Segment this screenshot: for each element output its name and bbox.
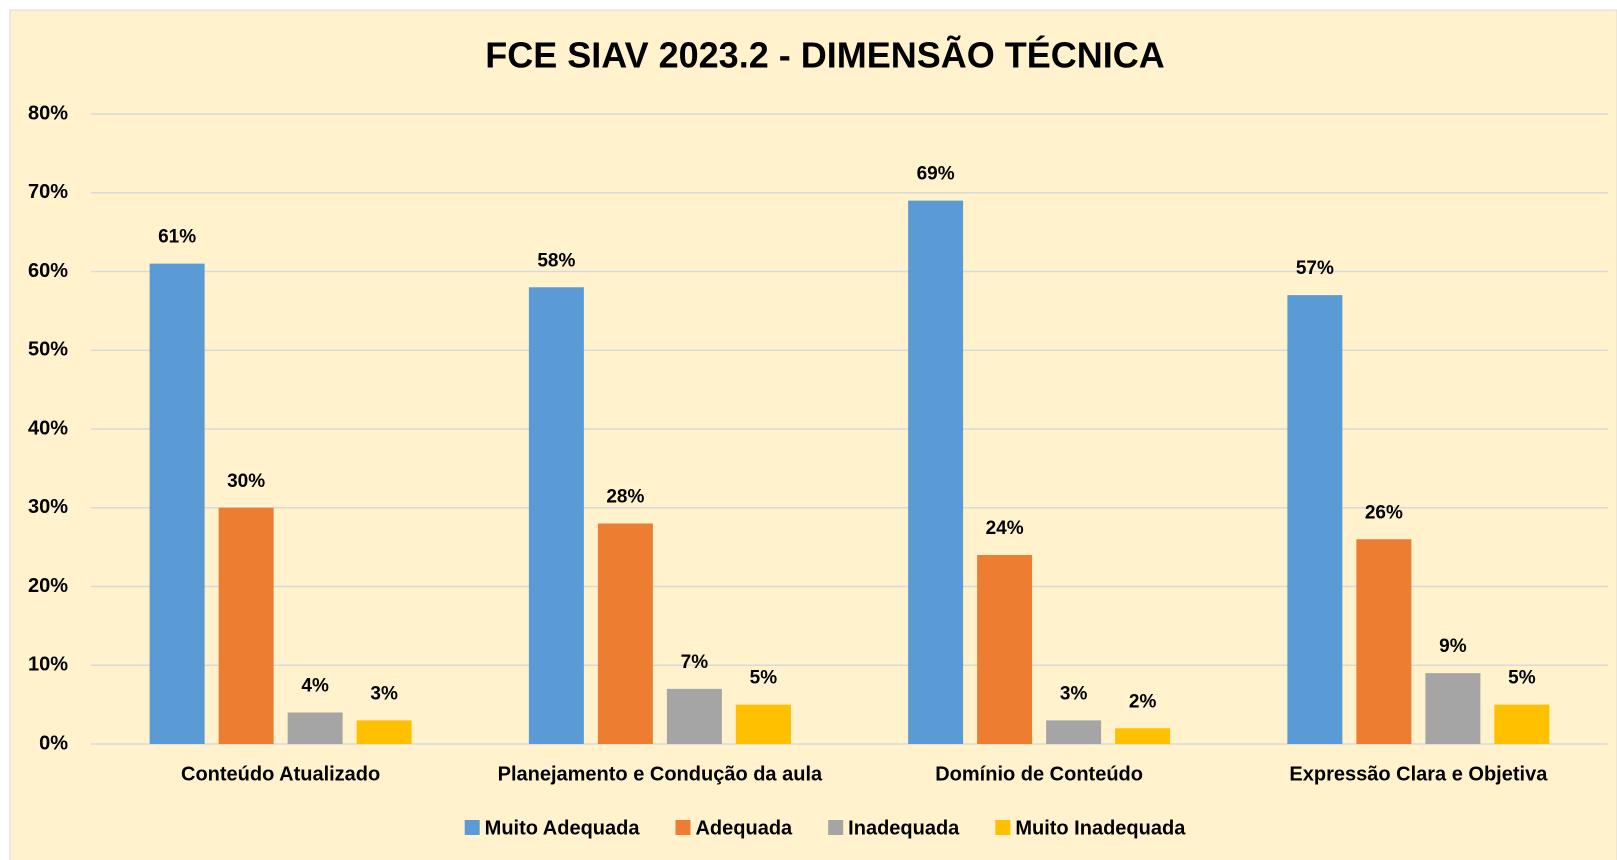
bar <box>597 523 653 744</box>
bar <box>1046 720 1102 744</box>
legend-swatch <box>995 820 1011 835</box>
value-label: 24% <box>986 518 1024 539</box>
legend-swatch <box>464 820 480 835</box>
value-label: 69% <box>917 164 955 185</box>
value-label: 28% <box>606 487 644 508</box>
chart-title: FCE SIAV 2023.2 - DIMENSÃO TÉCNICA <box>485 34 1164 76</box>
value-label: 57% <box>1296 258 1334 279</box>
bar <box>1425 673 1481 744</box>
legend-swatch <box>828 820 844 835</box>
bar <box>356 720 412 744</box>
value-label: 5% <box>750 668 778 689</box>
x-tick-label: Planejamento e Condução da aula <box>498 763 823 785</box>
value-label: 9% <box>1439 636 1467 657</box>
legend-label: Muito Adequada <box>485 817 641 839</box>
value-label: 2% <box>1129 691 1157 712</box>
bar <box>735 704 791 744</box>
bar <box>528 287 584 744</box>
bar <box>149 263 205 744</box>
value-label: 26% <box>1365 502 1403 523</box>
value-label: 4% <box>301 676 329 697</box>
bar <box>1115 728 1171 744</box>
y-tick-label: 0% <box>39 732 68 754</box>
x-tick-label: Domínio de Conteúdo <box>935 763 1143 785</box>
bar <box>218 507 274 744</box>
y-tick-label: 50% <box>28 339 68 361</box>
y-tick-label: 80% <box>28 102 68 124</box>
bar <box>287 712 343 744</box>
y-tick-label: 10% <box>28 654 68 676</box>
value-label: 58% <box>537 250 575 271</box>
value-label: 7% <box>681 652 709 673</box>
value-label: 61% <box>158 227 196 248</box>
bar <box>1356 539 1412 744</box>
bar <box>1287 295 1343 744</box>
y-tick-label: 20% <box>28 575 68 597</box>
legend-swatch <box>675 820 691 835</box>
value-label: 3% <box>1060 683 1088 704</box>
y-tick-label: 40% <box>28 417 68 439</box>
legend-label: Muito Inadequada <box>1015 817 1186 839</box>
value-label: 30% <box>227 471 265 492</box>
y-tick-label: 70% <box>28 181 68 203</box>
x-tick-label: Conteúdo Atualizado <box>181 763 380 785</box>
value-label: 3% <box>370 683 398 704</box>
value-label: 5% <box>1508 668 1536 689</box>
bar <box>908 200 964 744</box>
y-tick-label: 60% <box>28 260 68 282</box>
bar <box>666 688 722 744</box>
bar <box>977 555 1033 744</box>
x-tick-label: Expressão Clara e Objetiva <box>1289 763 1548 785</box>
legend-label: Adequada <box>695 817 793 839</box>
y-tick-label: 30% <box>28 496 68 518</box>
chart-background <box>9 9 1617 860</box>
bar <box>1494 704 1550 744</box>
legend-label: Inadequada <box>848 817 960 839</box>
